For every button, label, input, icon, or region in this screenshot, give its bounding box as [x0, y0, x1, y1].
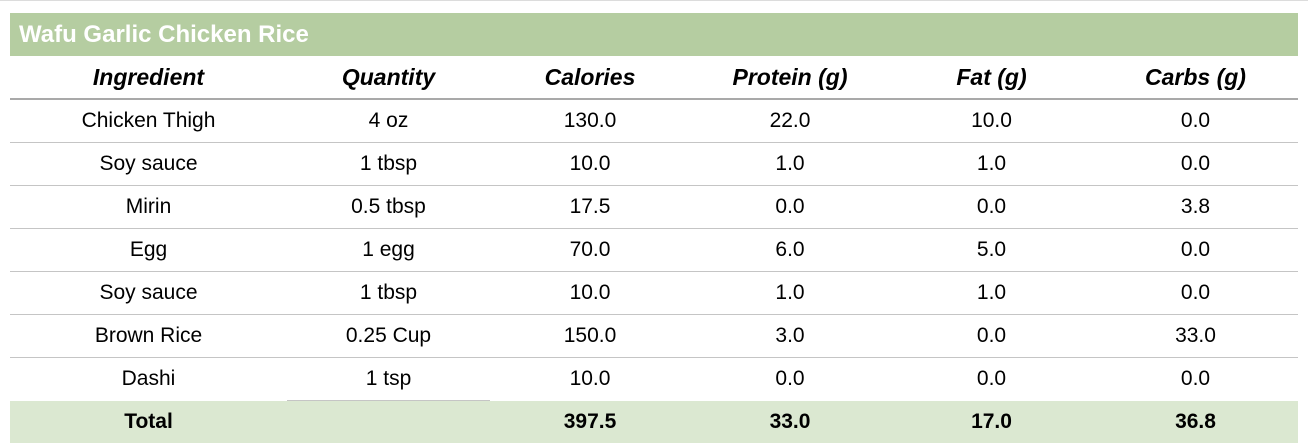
table-row: Chicken Thigh 4 oz 130.0 22.0 10.0 0.0 [10, 99, 1298, 143]
table-row: Mirin 0.5 tbsp 17.5 0.0 0.0 3.8 [10, 185, 1298, 229]
cell-calories: 10.0 [490, 271, 690, 315]
cell-carbs: 0.0 [1180, 367, 1211, 391]
cell-quantity: 1 tsp [287, 357, 490, 401]
table-row: Soy sauce 1 tbsp 10.0 1.0 1.0 0.0 [10, 271, 1298, 315]
column-header-carbs: Carbs (g) [1093, 56, 1298, 100]
cell-calories: 70.0 [490, 228, 690, 272]
nutrition-table-container: Wafu Garlic Chicken Rice Ingredient Quan… [10, 13, 1298, 443]
cell-quantity: 1 egg [287, 228, 490, 272]
cell-quantity: 1 tbsp [287, 271, 490, 315]
cell-calories: 130.0 [490, 99, 690, 143]
cell-ingredient: Egg [10, 228, 287, 272]
cell-ingredient: Soy sauce [10, 271, 287, 315]
cell-fat: 5.0 [890, 228, 1093, 272]
cell-fat: 0.0 [890, 314, 1093, 358]
column-header-calories: Calories [490, 56, 690, 100]
cell-ingredient: Chicken Thigh [10, 99, 287, 143]
cell-fat: 0.0 [890, 185, 1093, 229]
cell-carbs: 0.0 [1093, 228, 1298, 272]
cell-carbs: 0.0 [1093, 142, 1298, 186]
column-header-quantity: Quantity [287, 56, 490, 100]
cell-calories: 10.0 [490, 142, 690, 186]
cell-protein: 22.0 [690, 99, 890, 143]
cell-ingredient: Soy sauce [10, 142, 287, 186]
cell-protein: 1.0 [690, 142, 890, 186]
cell-protein: 0.0 [775, 367, 805, 391]
cell-protein: 3.0 [690, 314, 890, 358]
total-row: Total 397.5 33.0 17.0 36.8 [10, 400, 1298, 443]
cell-protein: 0.0 [690, 185, 890, 229]
table-row: Egg 1 egg 70.0 6.0 5.0 0.0 [10, 228, 1298, 272]
column-header-protein: Protein (g) [690, 56, 890, 100]
cell-calories: 10.0 [569, 367, 611, 391]
cell-fat: 10.0 [890, 99, 1093, 143]
nutrition-table: Ingredient Quantity Calories Protein (g)… [10, 56, 1298, 443]
cell-ingredient: Dashi [121, 367, 176, 391]
table-row: Dashi 1 tsp 10.0 0.0 0.0 0.0 [10, 357, 1298, 401]
table-row: Soy sauce 1 tbsp 10.0 1.0 1.0 0.0 [10, 142, 1298, 186]
table-row: Brown Rice 0.25 Cup 150.0 3.0 0.0 33.0 [10, 314, 1298, 358]
cell-carbs: 33.0 [1093, 314, 1298, 358]
total-label: Total [10, 400, 287, 443]
total-quantity [287, 400, 490, 443]
cell-protein: 6.0 [690, 228, 890, 272]
recipe-title: Wafu Garlic Chicken Rice [19, 20, 309, 48]
cell-quantity: 0.25 Cup [287, 314, 490, 358]
cell-calories: 150.0 [490, 314, 690, 358]
cell-carbs: 3.8 [1093, 185, 1298, 229]
cell-fat: 1.0 [890, 142, 1093, 186]
recipe-title-bar: Wafu Garlic Chicken Rice [10, 13, 1298, 56]
total-calories: 397.5 [490, 400, 690, 443]
total-protein: 33.0 [690, 400, 890, 443]
cell-ingredient: Mirin [10, 185, 287, 229]
cell-carbs: 0.0 [1093, 271, 1298, 315]
cell-protein: 1.0 [690, 271, 890, 315]
cell-calories: 17.5 [490, 185, 690, 229]
total-fat: 17.0 [890, 400, 1093, 443]
column-header-row: Ingredient Quantity Calories Protein (g)… [10, 56, 1298, 100]
cell-carbs: 0.0 [1093, 99, 1298, 143]
cell-fat: 0.0 [976, 367, 1007, 391]
column-header-fat: Fat (g) [890, 56, 1093, 100]
cell-fat: 1.0 [890, 271, 1093, 315]
cell-ingredient: Brown Rice [10, 314, 287, 358]
cell-quantity: 1 tbsp [287, 142, 490, 186]
total-carbs: 36.8 [1093, 400, 1298, 443]
cell-quantity: 4 oz [287, 99, 490, 143]
column-header-ingredient: Ingredient [10, 56, 287, 100]
cell-quantity: 0.5 tbsp [287, 185, 490, 229]
